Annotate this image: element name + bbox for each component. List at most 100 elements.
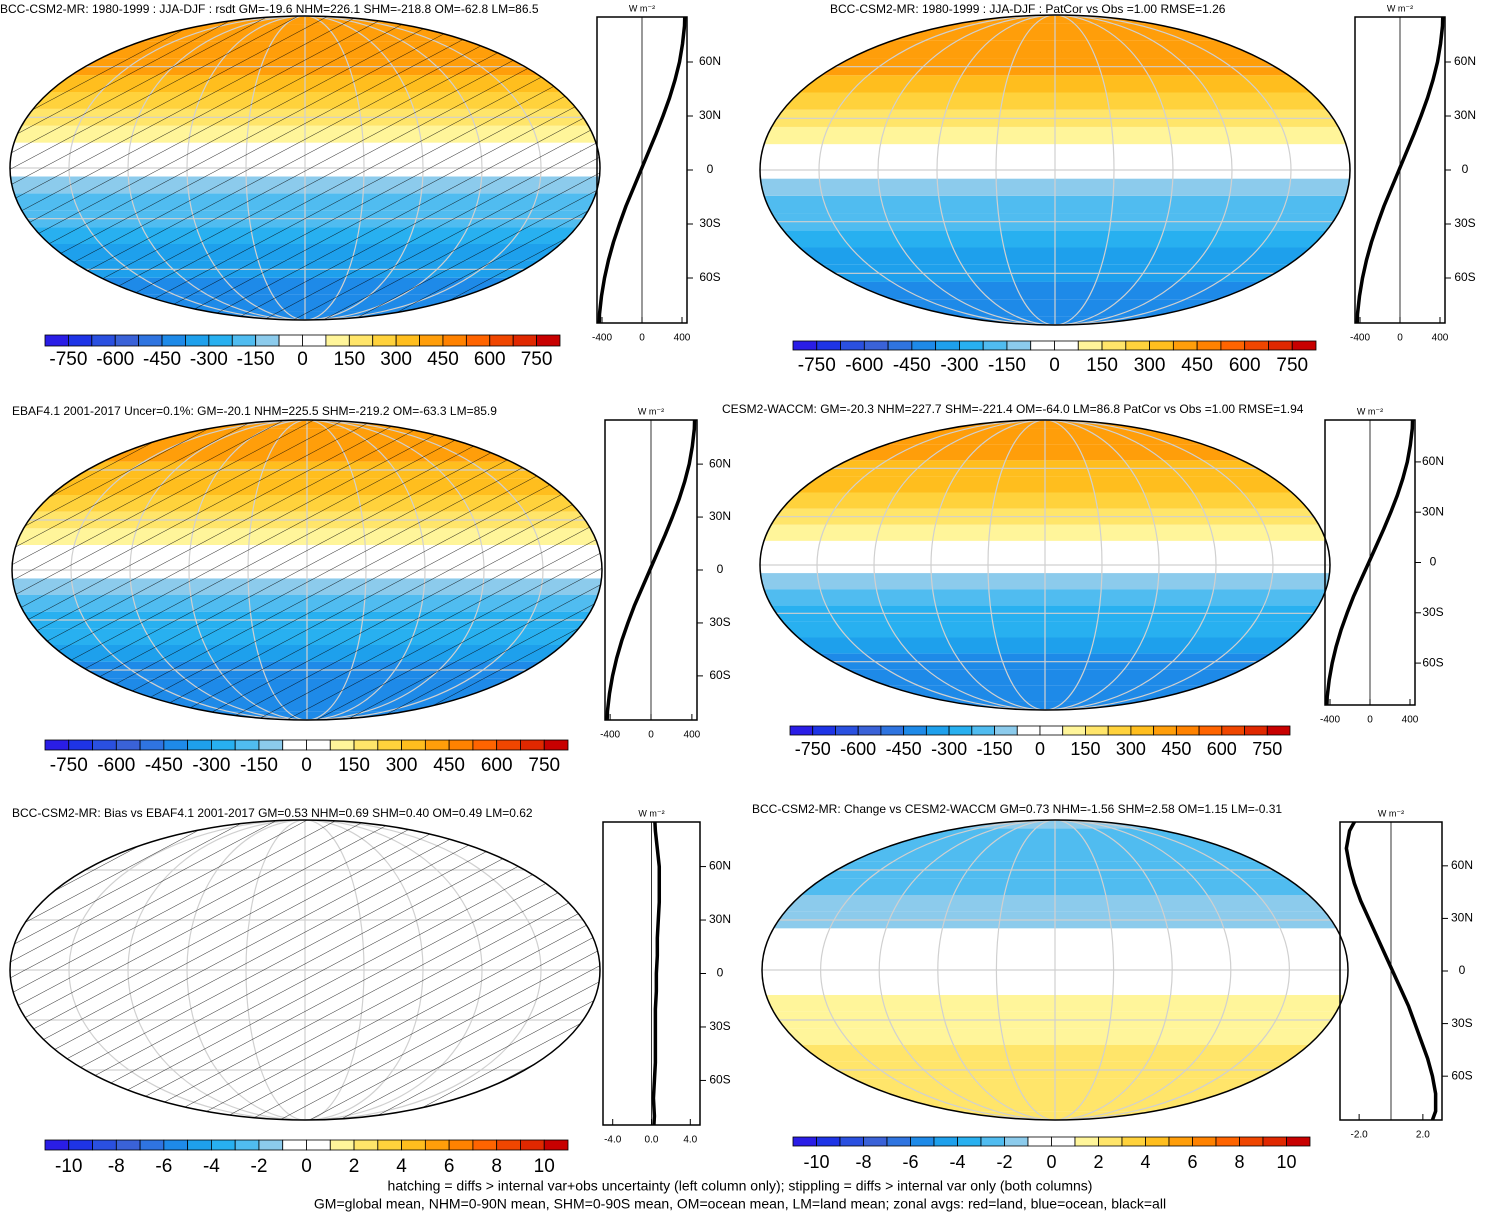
map xyxy=(12,420,602,720)
x-tick-label: 400 xyxy=(1402,715,1419,726)
units-label: W m⁻² xyxy=(1387,3,1413,13)
graticule xyxy=(877,15,1233,325)
map-border xyxy=(761,819,1349,1121)
colorbar-box xyxy=(377,1139,402,1151)
colorbar-box xyxy=(816,1136,841,1147)
colorbar-box xyxy=(258,1139,284,1151)
graticule xyxy=(936,15,1174,325)
map xyxy=(10,820,600,1120)
y-tick-label: 60S xyxy=(1451,1068,1472,1082)
colorbar-box xyxy=(1130,725,1155,736)
colorbar-label: -150 xyxy=(237,349,275,370)
colorbar-box xyxy=(1175,725,1200,736)
panel-title: BCC-CSM2-MR: Change vs CESM2-WACCM GM=0.… xyxy=(752,802,1282,816)
colorbar-box xyxy=(114,334,140,347)
colorbar-label: 300 xyxy=(386,755,418,776)
y-tick-label: 60N xyxy=(709,456,731,470)
colorbar-box xyxy=(139,1139,165,1151)
zonal-mean xyxy=(1344,822,1438,1120)
colorbar-box xyxy=(1266,725,1291,736)
graticule xyxy=(995,15,1115,325)
colorbar-box xyxy=(282,1139,307,1151)
map xyxy=(760,420,1330,710)
colorbar-label: -6 xyxy=(902,1152,918,1172)
x-tick-label: 0 xyxy=(639,333,645,344)
colorbar-box xyxy=(543,1139,569,1151)
colorbar-label: -450 xyxy=(886,739,922,759)
colorbar-box xyxy=(424,1139,450,1151)
colorbar-box xyxy=(115,739,141,751)
colorbar-box xyxy=(792,340,818,351)
colorbar-box xyxy=(442,334,467,347)
colorbar-label: -750 xyxy=(798,355,836,376)
colorbar-box xyxy=(44,334,69,347)
colorbar-box xyxy=(971,725,995,736)
x-tick-label: -400 xyxy=(1320,715,1340,726)
colorbar-label: -4 xyxy=(949,1152,965,1172)
colorbar-label: -4 xyxy=(203,1156,220,1177)
y-tick-label: 0 xyxy=(1430,555,1437,569)
colorbar-box xyxy=(982,340,1008,351)
colorbar-label: -450 xyxy=(143,349,181,370)
colorbar-box xyxy=(348,334,374,347)
y-tick-label: 30N xyxy=(709,509,731,523)
colorbar-label: -6 xyxy=(155,1156,172,1177)
colorbar-box xyxy=(1006,340,1032,351)
colorbar-label: -450 xyxy=(893,355,931,376)
y-tick-label: 60S xyxy=(1422,655,1443,669)
panel-title: BCC-CSM2-MR: 1980-1999 : JJA-DJF : rsdt … xyxy=(0,2,539,16)
colorbar-box xyxy=(980,1136,1005,1147)
y-tick-label: 0 xyxy=(717,966,724,980)
colorbar-label: 600 xyxy=(1207,739,1237,759)
x-tick-label: -2.0 xyxy=(1351,1130,1369,1141)
colorbar-box xyxy=(1198,725,1223,736)
colorbar-box xyxy=(1239,1136,1264,1147)
colorbar-label: 450 xyxy=(1181,355,1213,376)
colorbar-box xyxy=(816,340,841,351)
colorbar-box xyxy=(1215,1136,1240,1147)
colorbar-label: -750 xyxy=(795,739,831,759)
y-tick-label: 30N xyxy=(1422,504,1444,518)
graticule xyxy=(873,420,1217,710)
colorbar-label: -600 xyxy=(840,739,876,759)
zonal-mean xyxy=(597,17,687,323)
colorbar-label: 750 xyxy=(528,755,560,776)
colorbar-box xyxy=(887,340,913,351)
colorbar-label: -8 xyxy=(108,1156,125,1177)
colorbar-box xyxy=(329,1139,355,1151)
units-label: W m⁻² xyxy=(638,406,664,416)
y-tick-label: 0 xyxy=(717,562,724,576)
units-label: W m⁻² xyxy=(629,3,655,13)
colorbar-box xyxy=(1027,1136,1052,1147)
colorbar-box xyxy=(44,1139,70,1151)
map-border xyxy=(759,419,1331,711)
colorbar-box xyxy=(1168,1136,1193,1147)
colorbar-label: -150 xyxy=(988,355,1026,376)
colorbar-box xyxy=(839,1136,864,1147)
colorbar-box xyxy=(886,1136,911,1147)
colorbar-box xyxy=(512,334,537,347)
colorbar-label: 0 xyxy=(301,1156,312,1177)
colorbar-box xyxy=(302,334,327,347)
colorbar-label: -8 xyxy=(855,1152,871,1172)
caption: hatching = diffs > internal var+obs unce… xyxy=(388,1178,1093,1194)
colorbar-box xyxy=(231,334,257,347)
colorbar-box xyxy=(282,739,307,751)
colorbar-box xyxy=(789,725,814,736)
colorbar-box xyxy=(994,725,1018,736)
colorbar-label: 750 xyxy=(521,349,553,370)
colorbar-box xyxy=(44,739,70,751)
x-tick-label: 0.0 xyxy=(645,1135,659,1146)
colorbar-box xyxy=(935,340,960,351)
x-tick-label: 400 xyxy=(684,730,701,741)
colorbar-box xyxy=(138,334,163,347)
colorbar-label: 0 xyxy=(1046,1152,1056,1172)
colorbar-label: 0 xyxy=(1035,739,1045,759)
colorbar-label: -600 xyxy=(97,755,135,776)
colorbar-box xyxy=(496,1139,521,1151)
y-tick-label: 60N xyxy=(699,54,721,68)
colorbar-label: 8 xyxy=(1234,1152,1244,1172)
colorbar-box xyxy=(424,739,450,751)
colorbar-label: 300 xyxy=(1134,355,1166,376)
colorbar-box xyxy=(1107,725,1132,736)
